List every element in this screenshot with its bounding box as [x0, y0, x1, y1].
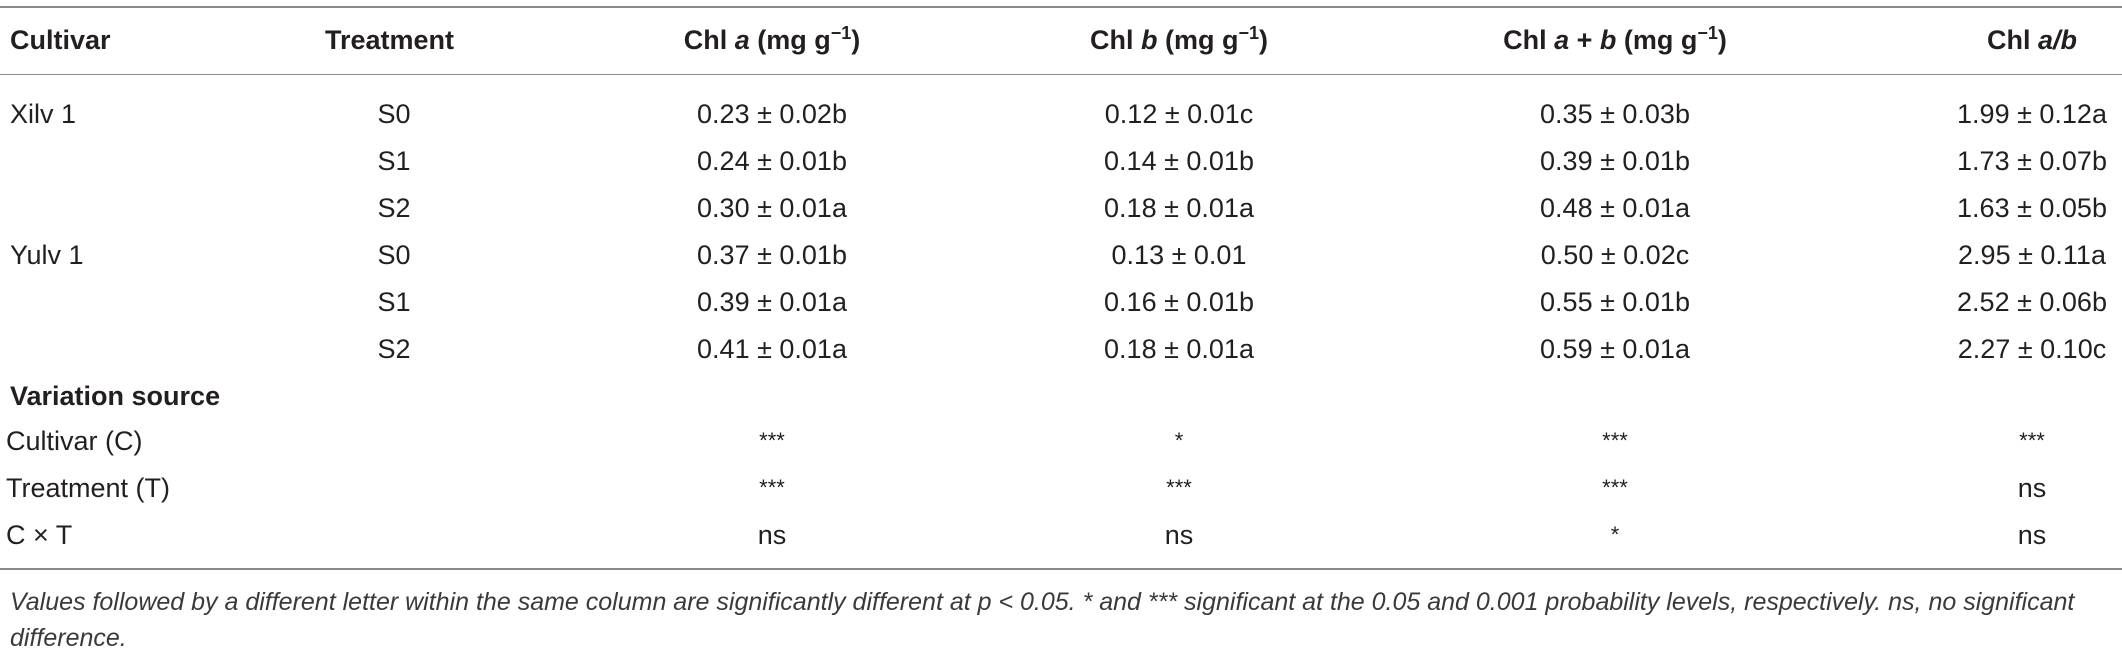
- row-2-chl-ratio: 1.73 ± 0.07b: [1957, 146, 2107, 176]
- header-chl-ratio: Chl a/b: [1986, 25, 2078, 55]
- variation-row-1-chl-b: *: [1174, 428, 1184, 453]
- variation-row-3-chl-a: ns: [757, 520, 787, 550]
- row-6-chl-ab: 0.59 ± 0.01a: [1540, 334, 1690, 364]
- row-3-chl-ratio: 1.63 ± 0.05b: [1957, 193, 2107, 223]
- variation-row-3-source: C × T: [6, 520, 73, 550]
- header-treatment: Treatment: [325, 25, 455, 55]
- variation-source-title: Variation source: [10, 381, 221, 411]
- row-5-treatment: S1: [377, 287, 411, 317]
- variation-row-2-chl-a: ***: [759, 475, 785, 500]
- row-4-cultivar: Yulv 1: [10, 240, 84, 270]
- variation-row-1-chl-a: ***: [759, 428, 785, 453]
- row-4-chl-ab: 0.50 ± 0.02c: [1540, 240, 1690, 270]
- variation-row-1-source: Cultivar (C): [6, 426, 143, 456]
- variation-row-2-source: Treatment (T): [6, 473, 171, 503]
- row-6-treatment: S2: [377, 334, 411, 364]
- table-footnote: Values followed by a different letter wi…: [10, 588, 2075, 652]
- row-5-chl-ratio: 2.52 ± 0.06b: [1957, 287, 2107, 317]
- header-rule: [0, 74, 2122, 75]
- header-cultivar: Cultivar: [10, 25, 111, 55]
- variation-row-1-chl-ratio: ***: [2019, 428, 2045, 453]
- variation-row-1-chl-ab: ***: [1602, 428, 1628, 453]
- variation-row-3-chl-ab: *: [1610, 522, 1620, 547]
- row-5-chl-a: 0.39 ± 0.01a: [697, 287, 847, 317]
- row-5-chl-ab: 0.55 ± 0.01b: [1540, 287, 1690, 317]
- row-5-chl-b: 0.16 ± 0.01b: [1104, 287, 1254, 317]
- row-4-chl-ratio: 2.95 ± 0.11a: [1958, 240, 2106, 270]
- table-bottom-rule: [0, 568, 2122, 570]
- row-6-chl-b: 0.18 ± 0.01a: [1104, 334, 1254, 364]
- row-2-chl-b: 0.14 ± 0.01b: [1104, 146, 1254, 176]
- row-2-treatment: S1: [377, 146, 411, 176]
- row-3-chl-ab: 0.48 ± 0.01a: [1540, 193, 1690, 223]
- header-chl-a-plus-b: Chl a + b (mg g−1): [1503, 23, 1727, 55]
- row-2-chl-ab: 0.39 ± 0.01b: [1540, 146, 1690, 176]
- row-6-chl-a: 0.41 ± 0.01a: [697, 334, 847, 364]
- row-3-treatment: S2: [377, 193, 411, 223]
- row-3-chl-b: 0.18 ± 0.01a: [1104, 193, 1254, 223]
- header-chl-a: Chl a (mg g−1): [683, 23, 861, 55]
- table-top-rule: [0, 6, 2122, 8]
- row-1-chl-ratio: 1.99 ± 0.12a: [1957, 99, 2107, 129]
- row-6-chl-ratio: 2.27 ± 0.10c: [1957, 334, 2107, 364]
- row-4-chl-b: 0.13 ± 0.01: [1111, 240, 1247, 270]
- variation-row-2-chl-ab: ***: [1602, 475, 1628, 500]
- variation-row-2-chl-b: ***: [1166, 475, 1192, 500]
- row-1-chl-ab: 0.35 ± 0.03b: [1540, 99, 1690, 129]
- row-1-treatment: S0: [377, 99, 411, 129]
- row-2-chl-a: 0.24 ± 0.01b: [697, 146, 847, 176]
- variation-row-3-chl-b: ns: [1164, 520, 1194, 550]
- variation-row-3-chl-ratio: ns: [2017, 520, 2047, 550]
- row-4-chl-a: 0.37 ± 0.01b: [697, 240, 847, 270]
- row-1-chl-b: 0.12 ± 0.01c: [1104, 99, 1254, 129]
- variation-row-2-chl-ratio: ns: [2017, 473, 2047, 503]
- row-3-chl-a: 0.30 ± 0.01a: [697, 193, 847, 223]
- row-1-cultivar: Xilv 1: [10, 99, 77, 129]
- header-chl-b: Chl b (mg g−1): [1089, 23, 1269, 55]
- row-1-chl-a: 0.23 ± 0.02b: [697, 99, 847, 129]
- row-4-treatment: S0: [377, 240, 411, 270]
